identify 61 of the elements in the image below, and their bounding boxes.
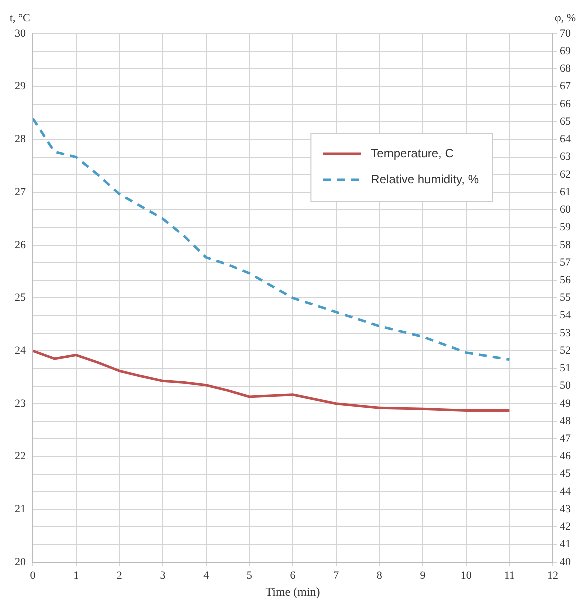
y-tick-label: 21 [15,503,26,516]
y2-tick-label: 42 [560,521,571,534]
y-tick-label: 22 [15,450,26,463]
x-tick-label: 5 [246,570,253,582]
y-tick-label: 29 [15,80,26,93]
y2-tick-label: 56 [560,274,572,286]
y2-tick-label: 58 [560,239,572,252]
y2-tick-label: 41 [560,538,571,551]
y2-tick-label: 51 [560,362,571,375]
y2-tick-label: 55 [560,292,572,304]
y2-tick-label: 43 [560,503,572,516]
y-tick-label: 27 [15,186,26,198]
legend-label: Temperature, C [371,146,454,160]
y-tick-label: 24 [15,344,26,357]
y2-tick-label: 67 [560,80,572,93]
x-tick-label: 12 [548,570,558,582]
y2-tick-label: 53 [560,327,572,340]
y-tick-label: 25 [15,292,26,304]
y2-tick-label: 45 [560,468,572,480]
y2-tick-label: 48 [560,415,572,428]
y2-tick-label: 50 [560,380,572,392]
y2-tick-label: 70 [560,28,572,40]
y2-tick-label: 49 [560,398,572,410]
x-tick-label: 10 [460,570,472,582]
y2-tick-label: 65 [560,116,572,128]
x-tick-label: 3 [160,570,166,582]
x-tick-label: 7 [334,570,340,582]
y2-tick-label: 66 [560,98,572,110]
x-tick-label: 1 [74,570,80,582]
y2-tick-label: 46 [560,450,572,463]
y2-axis-title: φ, % [554,12,576,24]
y-axis-title: t, °C [10,12,30,24]
x-axis-title: Time (min) [266,584,320,599]
x-tick-label: 6 [290,570,296,582]
y2-tick-label: 68 [560,63,572,76]
y2-tick-label: 40 [560,556,572,568]
x-tick-label: 2 [116,570,122,582]
y2-tick-label: 63 [560,151,572,164]
x-tick-label: 11 [504,570,515,582]
y-tick-label: 26 [15,239,26,252]
y-tick-label: 30 [15,28,26,40]
y2-tick-label: 60 [560,204,572,216]
line-series [33,117,511,362]
x-tick-label: 4 [204,570,210,582]
y2-tick-label: 59 [560,222,572,234]
y-tick-label: 23 [15,398,26,410]
y2-tick-label: 62 [560,168,571,181]
y-tick-label: 20 [15,556,26,568]
y-tick-label: 28 [15,134,26,146]
y2-tick-label: 64 [560,134,572,146]
y2-tick-label: 47 [560,432,572,445]
y2-tick-label: 61 [560,186,571,198]
x-tick-label: 8 [376,570,383,582]
x-tick-label: 9 [420,570,426,582]
y2-tick-label: 69 [560,46,572,58]
legend-label: Relative humidity, % [371,172,480,186]
x-tick-label: 0 [30,570,36,582]
y2-tick-label: 54 [560,310,572,322]
y2-tick-label: 57 [560,256,572,269]
y2-tick-label: 52 [560,344,571,357]
y2-tick-label: 44 [560,486,572,498]
